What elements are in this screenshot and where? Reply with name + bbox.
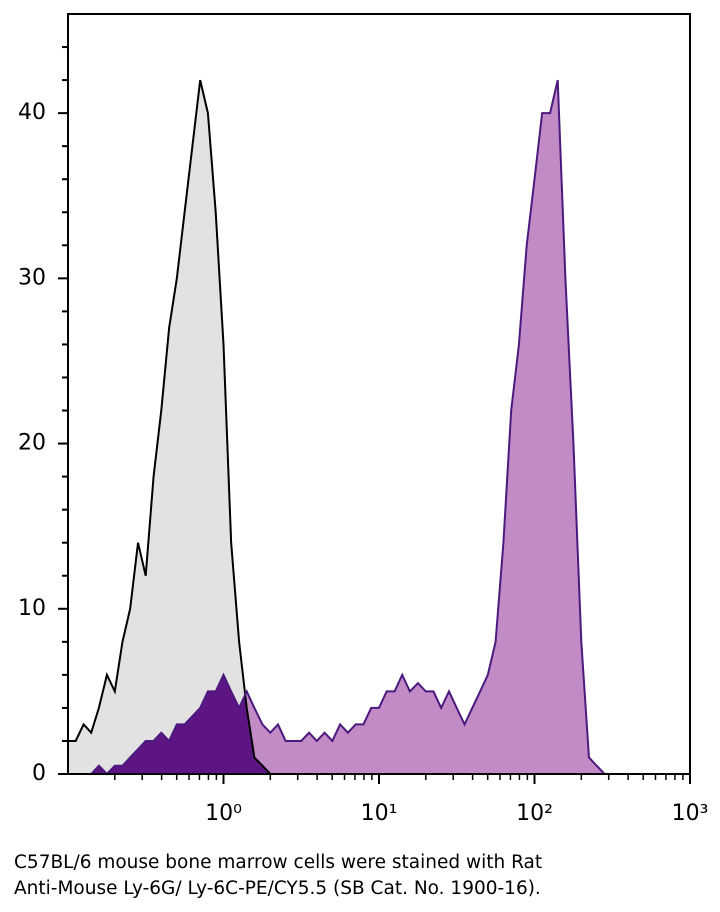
caption-line: Anti-Mouse Ly-6G/ Ly-6C-PE/CY5.5 (SB Cat… [14, 878, 541, 899]
x-tick-label: 10² [516, 801, 553, 826]
y-tick-label: 40 [18, 100, 46, 125]
caption-line: C57BL/6 mouse bone marrow cells were sta… [14, 852, 542, 873]
plot-marks [68, 79, 690, 776]
x-tick-label: 10¹ [361, 801, 398, 826]
y-tick-label: 30 [18, 265, 46, 290]
histogram-line [68, 79, 690, 776]
y-tick-label: 0 [32, 761, 46, 786]
y-tick-label: 10 [18, 596, 46, 621]
histogram-area [68, 80, 690, 774]
histogram-area [68, 80, 690, 774]
y-tick-label: 20 [18, 431, 46, 456]
x-tick-label: 10⁰ [205, 801, 242, 826]
x-tick-label: 10³ [672, 801, 709, 826]
